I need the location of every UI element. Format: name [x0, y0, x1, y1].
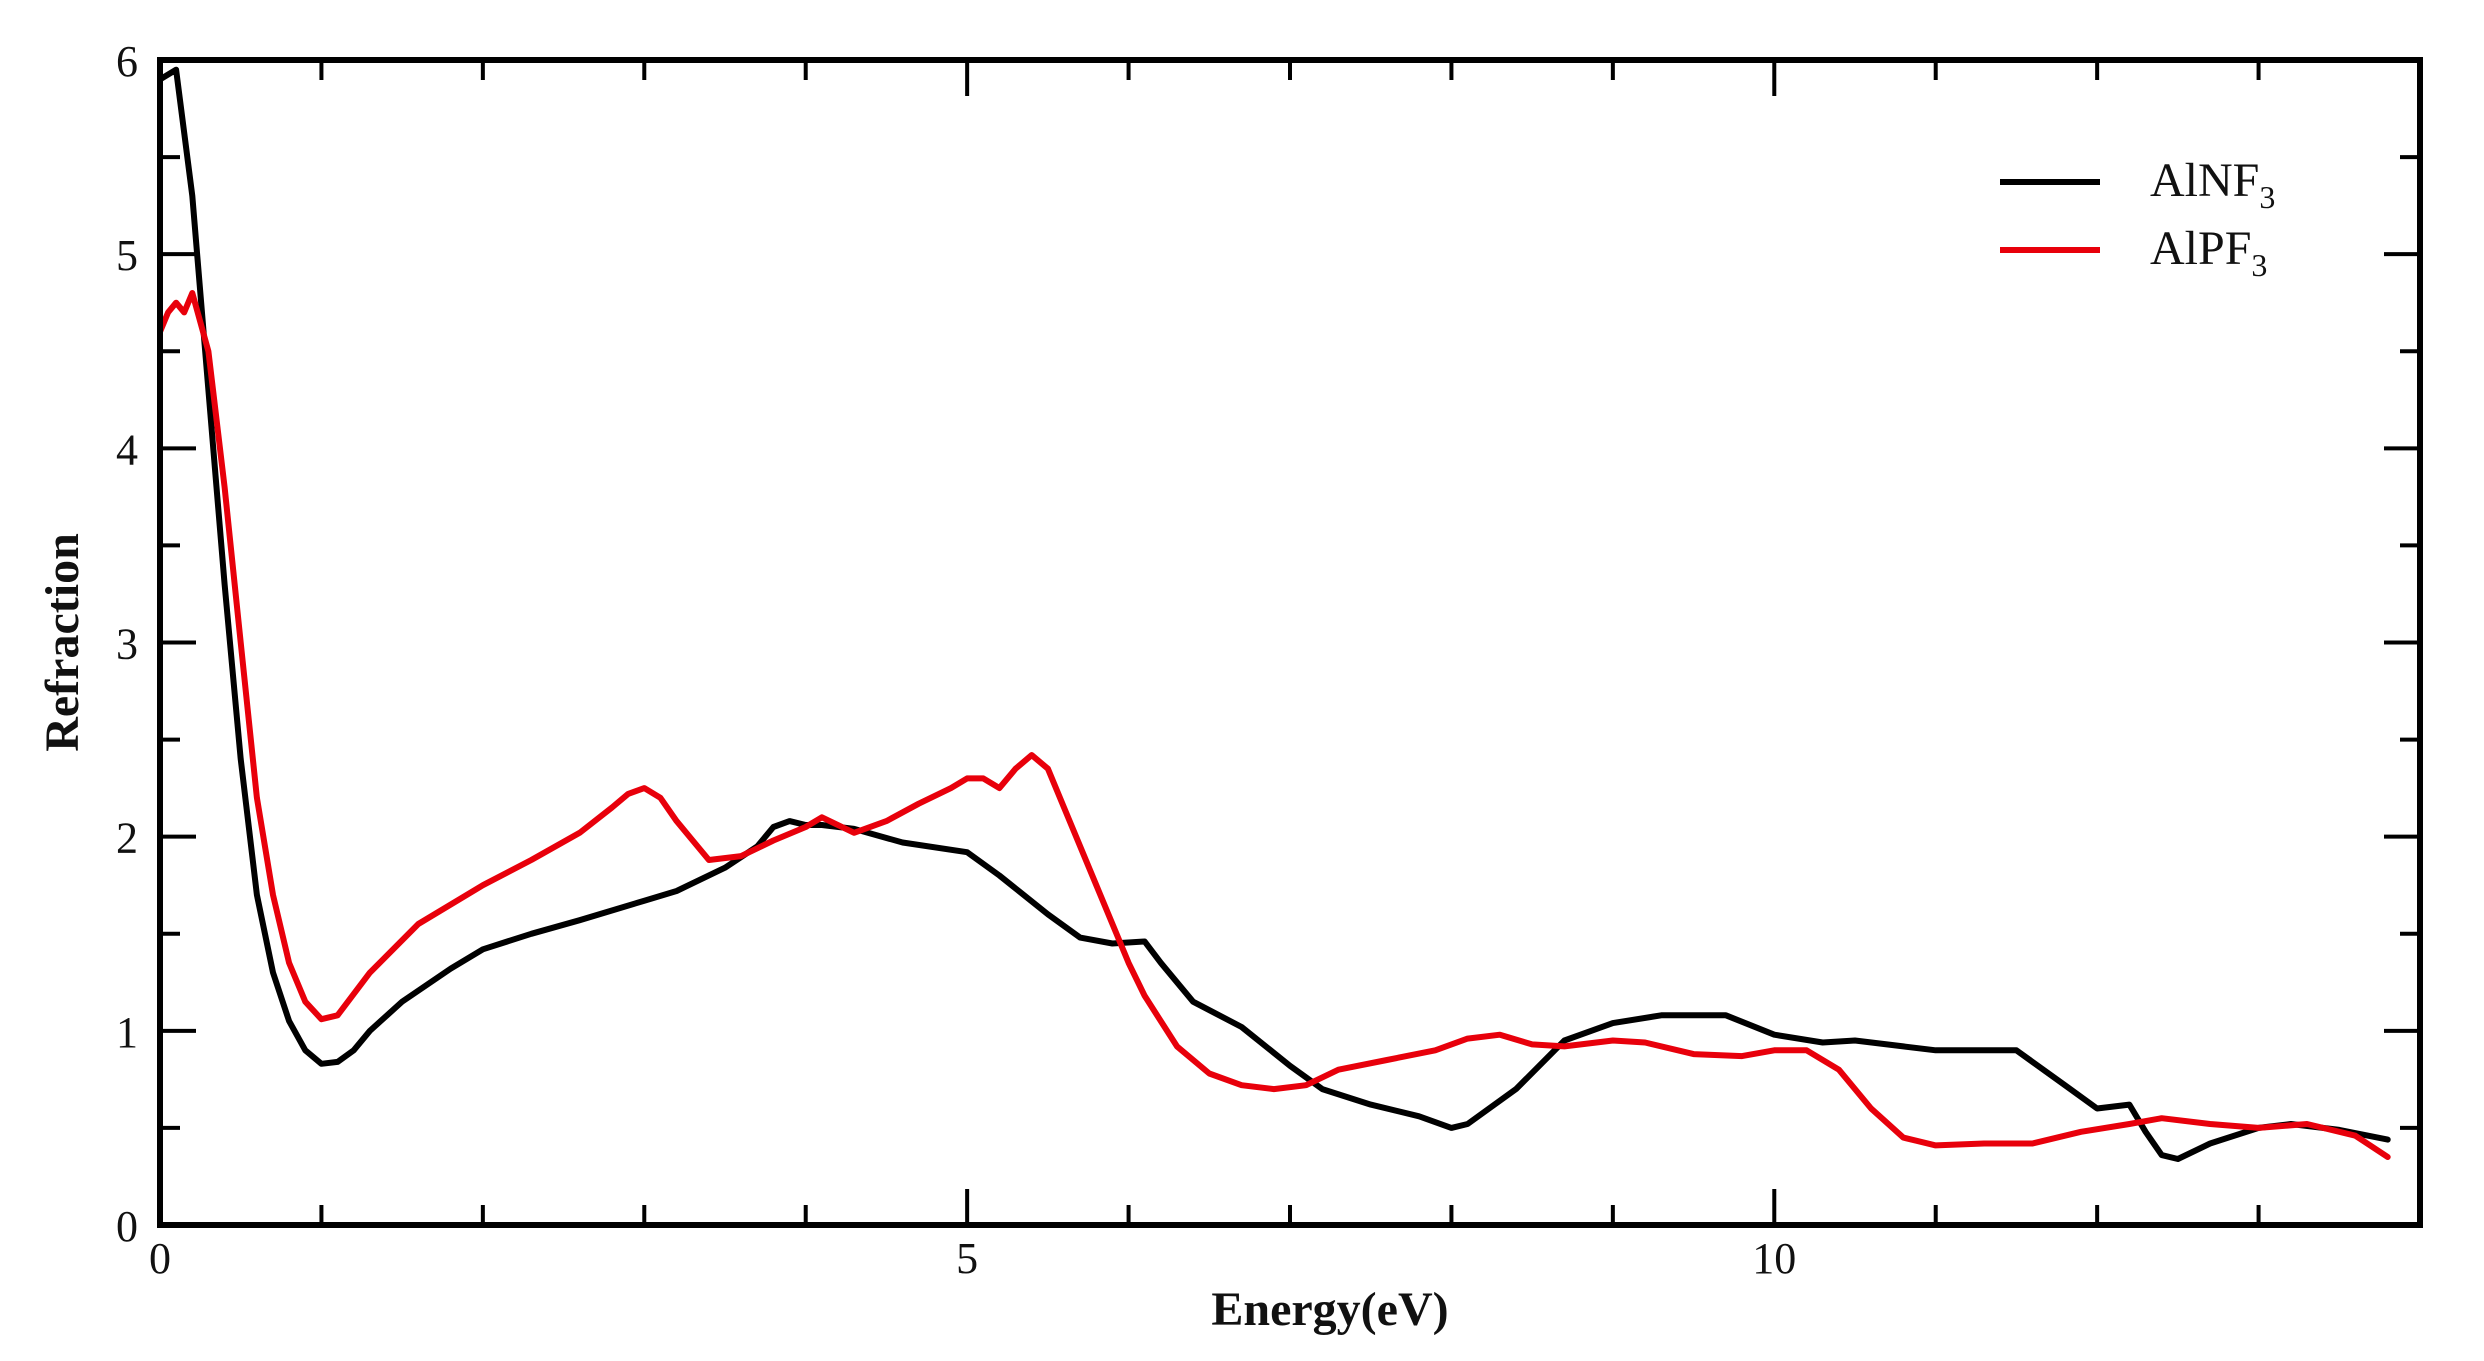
legend-label-alnf3-sub: 3 — [2259, 179, 2275, 215]
series-line-alnf3 — [157, 66, 2391, 1162]
y-tick-label: 1 — [116, 1008, 138, 1057]
legend-label-alpf3-main: AlPF — [2150, 222, 2251, 275]
y-tick-label: 5 — [116, 231, 138, 280]
legend-label-alpf3: AlPF3 — [2150, 222, 2267, 283]
series-layer — [157, 66, 2391, 1162]
x-tick-label: 10 — [1752, 1234, 1796, 1283]
legend-label-alpf3-sub: 3 — [2251, 247, 2267, 283]
plot-frame — [157, 57, 2423, 1228]
y-tick-label: 4 — [116, 425, 138, 474]
x-axis-label: Energy(eV) — [1211, 1283, 1448, 1336]
x-tick-label: 0 — [149, 1234, 171, 1283]
legend-label-alnf3-main: AlNF — [2150, 154, 2259, 207]
y-tick-label: 6 — [116, 37, 138, 86]
tick-labels: 0 5 10 0 1 2 3 4 5 6 — [116, 37, 1796, 1283]
axis-ticks — [158, 58, 2422, 1227]
y-tick-label: 2 — [116, 814, 138, 863]
series-line-alpf3 — [157, 290, 2391, 1160]
y-tick-label: 0 — [116, 1202, 138, 1251]
x-tick-label: 5 — [956, 1234, 978, 1283]
y-axis-label: Refraction — [36, 533, 89, 752]
legend: AlNF3 AlPF3 — [2000, 154, 2275, 283]
legend-label-alnf3: AlNF3 — [2150, 154, 2275, 215]
y-tick-label: 3 — [116, 620, 138, 669]
